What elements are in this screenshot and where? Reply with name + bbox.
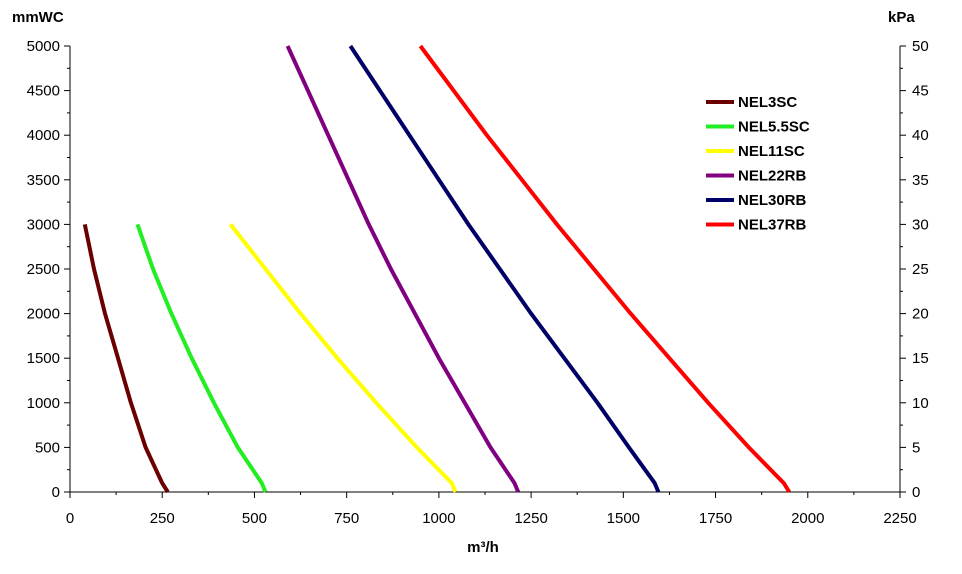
x-tick-label: 1500	[607, 510, 640, 527]
y-right-tick-label: 50	[912, 38, 929, 55]
y-left-tick-label: 4000	[27, 127, 60, 144]
y-right-tick-label: 45	[912, 83, 929, 100]
legend-label: NEL22RB	[738, 168, 807, 185]
x-tick-label: 1250	[514, 510, 547, 527]
y-right-tick-label: 35	[912, 172, 929, 189]
x-tick-label: 0	[66, 510, 74, 527]
y-right-unit-label: kPa	[888, 9, 915, 26]
y-left-tick-label: 1500	[27, 350, 60, 367]
y-left-tick-label: 2000	[27, 306, 60, 323]
y-right-tick-label: 5	[912, 439, 920, 456]
legend-label: NEL5.5SC	[738, 119, 810, 136]
x-axis-label: m³/h	[467, 539, 499, 556]
legend: NEL3SC NEL5.5SC NEL11SC NEL22RB NEL30RB NEL37…	[706, 94, 810, 234]
y-left-tick-label: 0	[52, 484, 60, 501]
x-tick-label: 1750	[699, 510, 732, 527]
y-left-tick-label: 500	[35, 439, 60, 456]
y-left-tick-label: 3500	[27, 172, 60, 189]
series-layer	[82, 44, 792, 494]
axes-group: 0500100015002000250030003500400045005000…	[27, 38, 929, 527]
y-right-tick-label: 30	[912, 216, 929, 233]
y-left-tick-label: 3000	[27, 216, 60, 233]
legend-label: NEL30RB	[738, 192, 807, 209]
y-right-tick-label: 0	[912, 484, 920, 501]
x-tick-label: 2000	[791, 510, 824, 527]
x-tick-label: 500	[242, 510, 267, 527]
y-left-tick-label: 4500	[27, 83, 60, 100]
y-left-tick-label: 1000	[27, 395, 60, 412]
legend-label: NEL37RB	[738, 217, 807, 234]
legend-label: NEL11SC	[738, 143, 805, 160]
series-line-nel11sc	[228, 223, 458, 493]
series-line-nel3sc	[82, 223, 170, 494]
series-line-nel5-5sc	[135, 223, 268, 493]
y-right-tick-label: 25	[912, 261, 929, 278]
series-line-nel37rb	[418, 44, 792, 494]
series-line-nel22rb	[285, 45, 521, 493]
y-left-tick-label: 2500	[27, 261, 60, 278]
legend-label: NEL3SC	[738, 94, 797, 111]
x-tick-label: 2250	[883, 510, 916, 527]
x-tick-label: 250	[150, 510, 175, 527]
y-left-unit-label: mmWC	[12, 9, 64, 26]
y-right-tick-label: 20	[912, 306, 929, 323]
x-tick-label: 1000	[422, 510, 455, 527]
x-tick-label: 750	[334, 510, 359, 527]
y-right-tick-label: 10	[912, 395, 929, 412]
y-right-tick-label: 40	[912, 127, 929, 144]
series-line-nel30rb	[348, 44, 661, 493]
y-left-tick-label: 5000	[27, 38, 60, 55]
y-right-tick-label: 15	[912, 350, 929, 367]
